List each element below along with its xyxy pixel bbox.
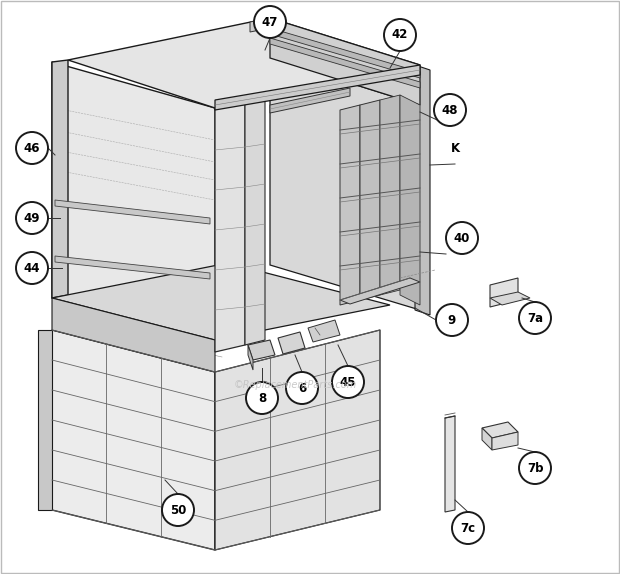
Polygon shape: [250, 18, 270, 32]
Polygon shape: [490, 292, 530, 305]
Polygon shape: [215, 330, 380, 550]
Polygon shape: [52, 298, 215, 372]
Polygon shape: [52, 60, 68, 298]
Polygon shape: [52, 263, 390, 340]
Text: 46: 46: [24, 142, 40, 154]
Text: 48: 48: [441, 103, 458, 117]
Polygon shape: [52, 330, 215, 550]
Polygon shape: [278, 332, 305, 354]
Text: 49: 49: [24, 211, 40, 224]
Polygon shape: [270, 28, 420, 78]
Circle shape: [286, 372, 318, 404]
Circle shape: [16, 202, 48, 234]
Polygon shape: [270, 58, 420, 310]
Circle shape: [332, 366, 364, 398]
Polygon shape: [248, 345, 253, 370]
Polygon shape: [215, 100, 245, 352]
Polygon shape: [400, 95, 420, 305]
Text: 44: 44: [24, 262, 40, 274]
Circle shape: [254, 6, 286, 38]
Polygon shape: [52, 62, 215, 340]
Polygon shape: [248, 340, 275, 360]
Polygon shape: [490, 278, 518, 307]
Text: 9: 9: [448, 313, 456, 327]
Circle shape: [16, 132, 48, 164]
Text: ©ReplacementParts.com: ©ReplacementParts.com: [233, 380, 356, 390]
Circle shape: [436, 304, 468, 336]
Polygon shape: [270, 18, 420, 105]
Polygon shape: [380, 95, 400, 295]
Circle shape: [384, 19, 416, 51]
Polygon shape: [482, 428, 492, 450]
Circle shape: [162, 494, 194, 526]
Text: 42: 42: [392, 29, 408, 41]
Polygon shape: [68, 18, 420, 108]
Polygon shape: [492, 432, 518, 450]
Circle shape: [434, 94, 466, 126]
Text: 50: 50: [170, 503, 186, 517]
Polygon shape: [55, 256, 210, 279]
Polygon shape: [308, 320, 340, 342]
Circle shape: [446, 222, 478, 254]
Text: 8: 8: [258, 391, 266, 405]
Circle shape: [519, 302, 551, 334]
Circle shape: [519, 452, 551, 484]
Circle shape: [16, 252, 48, 284]
Text: 45: 45: [340, 375, 356, 389]
Polygon shape: [340, 105, 360, 305]
Polygon shape: [340, 278, 420, 304]
Polygon shape: [55, 200, 210, 224]
Text: 7b: 7b: [527, 461, 543, 475]
Circle shape: [452, 512, 484, 544]
Text: 7a: 7a: [527, 312, 543, 324]
Polygon shape: [215, 65, 420, 110]
Polygon shape: [482, 422, 518, 438]
Polygon shape: [270, 88, 350, 113]
Circle shape: [246, 382, 278, 414]
Polygon shape: [360, 100, 380, 300]
Polygon shape: [415, 65, 430, 315]
Text: 40: 40: [454, 231, 470, 245]
Text: 6: 6: [298, 382, 306, 394]
Polygon shape: [245, 94, 265, 345]
Polygon shape: [270, 38, 420, 88]
Text: K: K: [451, 142, 459, 154]
Polygon shape: [445, 416, 455, 512]
Polygon shape: [38, 330, 52, 510]
Text: 47: 47: [262, 15, 278, 29]
Text: 7c: 7c: [461, 522, 476, 534]
